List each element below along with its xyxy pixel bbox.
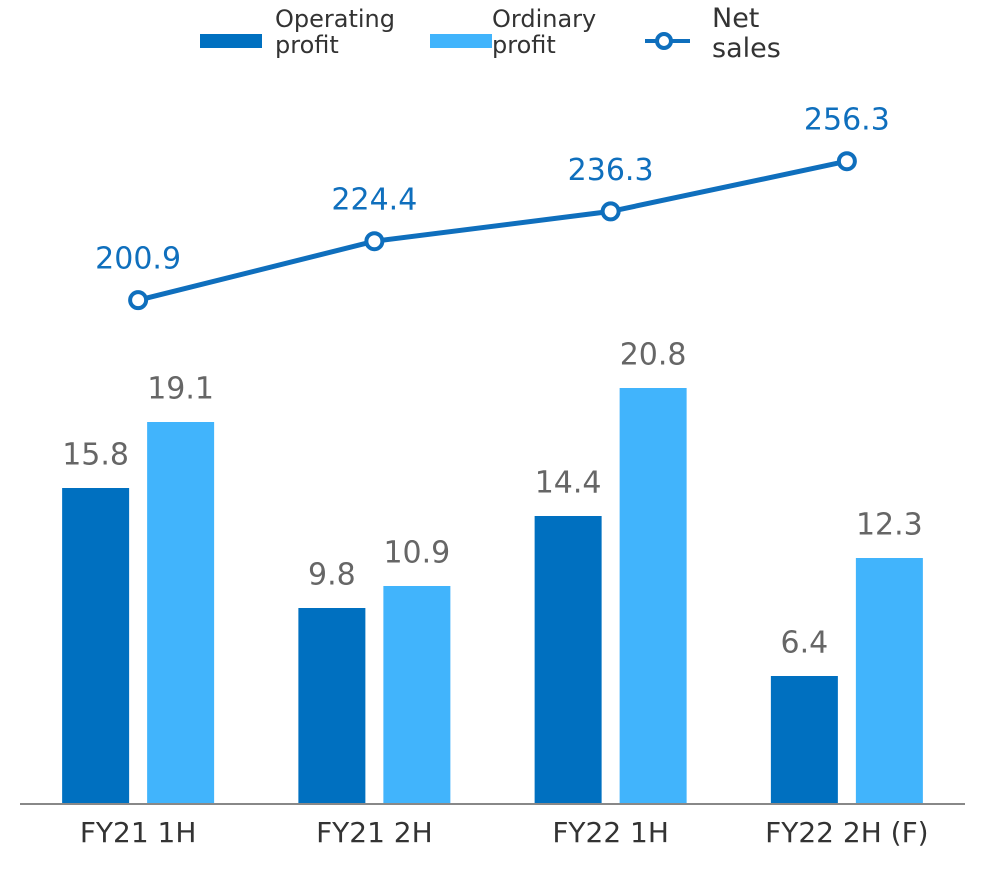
data-label: 20.8	[620, 338, 687, 373]
data-label: 200.9	[95, 242, 181, 277]
line-marker	[364, 231, 385, 252]
bar	[298, 608, 366, 804]
x-tick-label: FY22 2H (F)	[765, 816, 928, 849]
data-label: 10.9	[383, 536, 450, 571]
bar	[770, 676, 838, 804]
legend-swatch	[200, 34, 262, 48]
x-tick-label: FY22 1H	[552, 816, 669, 849]
data-label: 15.8	[62, 438, 129, 473]
legend-line-marker	[645, 32, 690, 50]
line	[137, 158, 848, 303]
data-label: 224.4	[331, 183, 417, 218]
x-tick-label: FY21 1H	[80, 816, 197, 849]
data-label: 236.3	[568, 153, 654, 188]
line-marker	[128, 290, 149, 311]
bar	[619, 388, 687, 804]
legend-label: Operating profit	[275, 5, 395, 59]
bar	[534, 516, 602, 804]
legend: Operating profit Ordinary profit Net sal…	[0, 3, 987, 76]
line-marker	[600, 201, 621, 222]
bar	[855, 558, 923, 804]
data-label: 256.3	[804, 103, 890, 138]
bar	[383, 586, 451, 804]
legend-label: Ordinary profit	[492, 5, 597, 59]
data-label: 9.8	[308, 558, 356, 593]
data-label: 6.4	[781, 626, 829, 661]
legend-swatch	[430, 34, 492, 48]
data-label: 19.1	[147, 372, 214, 407]
legend-marker	[655, 32, 673, 50]
bar	[147, 422, 215, 804]
line-marker	[836, 151, 857, 172]
data-label: 14.4	[535, 466, 602, 501]
legend-label: Net sales	[712, 3, 781, 64]
bar	[62, 488, 130, 804]
x-tick-label: FY21 2H	[316, 816, 433, 849]
data-label: 12.3	[856, 508, 923, 543]
